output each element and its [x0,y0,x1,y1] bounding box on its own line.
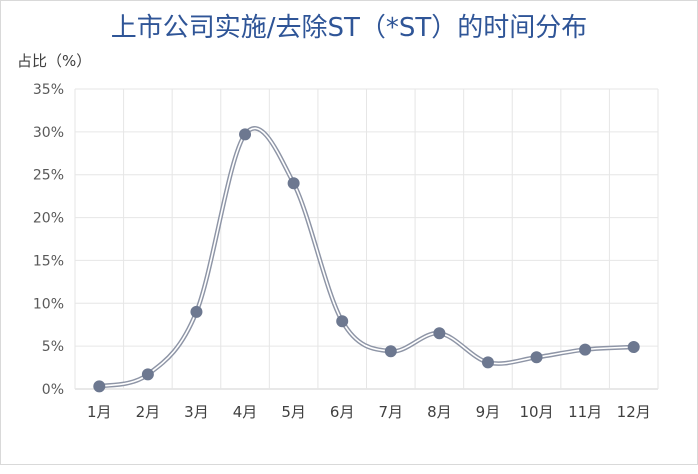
data-point-4月 [239,128,252,141]
data-point-8月 [433,327,446,340]
x-tick-label: 12月 [617,403,651,421]
y-tick-label: 10% [33,296,64,312]
y-tick-label: 20% [33,211,64,227]
x-tick-label: 5月 [281,403,306,421]
y-tick-label: 25% [33,168,64,184]
data-point-10月 [530,351,543,364]
data-point-1月 [93,380,106,393]
data-point-6月 [336,315,349,328]
x-tick-label: 7月 [379,403,404,421]
y-axis-label: 占比（%） [17,52,92,70]
data-point-9月 [481,356,494,369]
x-tick-label: 3月 [184,403,209,421]
x-tick-label: 4月 [233,403,258,421]
x-tick-label: 8月 [427,403,452,421]
y-tick-label: 35% [33,82,64,98]
grid-lines [74,88,659,390]
x-tick-labels: 1月 2月 3月 4月 5月 6月 7月 8月 9月 10月 11月 12月 [87,403,651,421]
y-tick-label: 5% [42,339,64,355]
data-point-7月 [384,345,397,358]
y-tick-label: 0% [42,382,64,398]
data-point-3月 [190,305,203,318]
x-tick-label: 1月 [87,403,112,421]
y-tick-label: 15% [33,253,64,269]
y-tick-label: 30% [33,125,64,141]
data-point-11月 [579,343,592,356]
x-tick-label: 9月 [476,403,501,421]
chart-title: 上市公司实施/去除ST（*ST）的时间分布 [110,13,588,43]
x-tick-label: 10月 [519,403,553,421]
data-point-12月 [627,341,640,353]
data-point-2月 [141,368,154,381]
series-markers [93,128,640,393]
x-tick-label: 2月 [136,403,161,421]
x-tick-label: 6月 [330,403,355,421]
data-point-5月 [287,177,300,190]
x-tick-label: 11月 [568,403,602,421]
y-tick-labels: 0% 5% 10% 15% 20% 25% 30% 35% [33,82,64,398]
